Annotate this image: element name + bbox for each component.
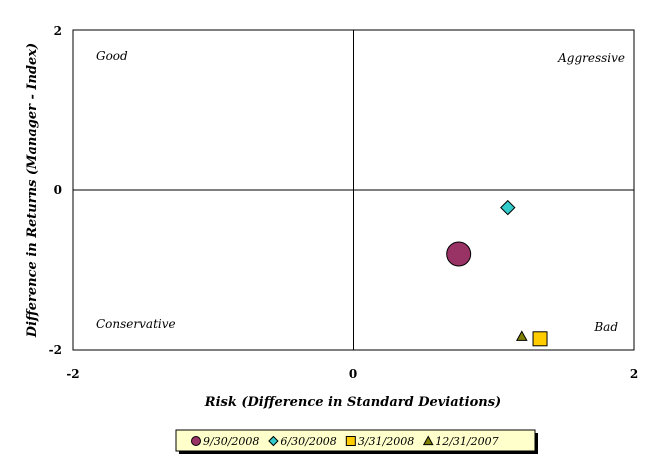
data-points: [446, 199, 548, 347]
data-point-square-2: [532, 331, 548, 347]
quadrant-label-bad: Bad: [593, 320, 618, 334]
legend-label-2: 3/31/2008: [358, 435, 414, 448]
legend-marker-triangle: [422, 435, 434, 446]
data-point-circle-0: [446, 241, 472, 267]
y-tick-label-top: 2: [54, 24, 62, 38]
quadrant-label-conservative: Conservative: [96, 317, 176, 331]
quadrant-label-aggressive: Aggressive: [557, 51, 625, 65]
y-tick-label-mid: 0: [54, 183, 62, 197]
x-tick-label-right: 2: [630, 367, 638, 381]
legend-label-0: 9/30/2008: [203, 435, 259, 448]
x-tick-label-left: -2: [66, 367, 79, 381]
x-tick-label-mid: 0: [349, 367, 357, 381]
legend: 9/30/2008 6/30/2008 3/31/2008 12/31/2007: [191, 435, 499, 448]
legend-marker-square: [345, 436, 356, 446]
y-tick-label-bottom: -2: [49, 343, 62, 357]
y-axis-title: Difference in Returns (Manager - Index): [25, 43, 40, 338]
legend-marker-diamond: [268, 435, 279, 447]
quadrant-label-good: Good: [96, 49, 128, 63]
data-point-diamond-1: [500, 199, 516, 216]
legend-label-3: 12/31/2007: [435, 435, 498, 448]
x-axis-title: Risk (Difference in Standard Deviations): [204, 395, 501, 410]
data-point-triangle-3: [515, 330, 528, 341]
legend-marker-circle: [191, 436, 201, 446]
legend-label-1: 6/30/2008: [280, 435, 336, 448]
